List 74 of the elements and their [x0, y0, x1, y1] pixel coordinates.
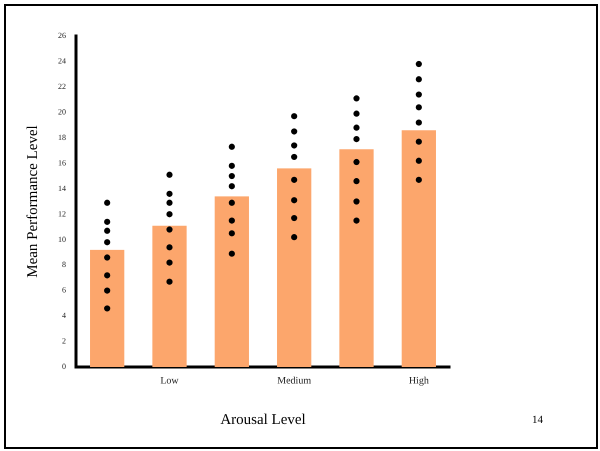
point: [416, 76, 422, 82]
bar: [152, 226, 187, 367]
point: [104, 218, 110, 225]
point: [228, 144, 235, 150]
y-tick-label: 2: [62, 336, 66, 346]
text: 14: [532, 414, 543, 426]
point: [291, 113, 298, 120]
point: [416, 104, 422, 110]
y-tick-label: 26: [58, 31, 66, 40]
x-tick-label: Medium: [277, 376, 312, 387]
point: [104, 228, 110, 234]
y-axis-title: Mean Performance Level: [24, 125, 41, 278]
point: [291, 234, 298, 240]
point: [228, 172, 235, 180]
point: [228, 200, 235, 206]
point: [416, 119, 422, 126]
point: [353, 198, 360, 205]
point: [228, 162, 235, 169]
point: [353, 158, 360, 166]
y-tick-label: 0: [62, 362, 66, 372]
x-tick-label: Low: [160, 376, 180, 387]
x-axis-title: Arousal Level: [220, 412, 306, 428]
y-tick-label: 22: [58, 82, 66, 92]
point: [228, 230, 235, 236]
point: [416, 60, 422, 68]
point: [228, 217, 235, 224]
point: [353, 95, 360, 102]
point: [353, 110, 360, 117]
point: [104, 288, 110, 294]
point: [166, 226, 173, 233]
point: [166, 278, 173, 285]
bar: [339, 149, 374, 367]
y-tick-label: 4: [62, 311, 66, 320]
point: [228, 183, 235, 190]
y-tick-label: 20: [58, 107, 66, 116]
point: [104, 200, 110, 206]
point: [228, 250, 235, 257]
point: [166, 211, 173, 218]
y-tick-label: 18: [58, 132, 66, 142]
point: [166, 200, 173, 206]
point: [416, 91, 422, 98]
point: [291, 214, 298, 222]
point: [291, 197, 298, 204]
point: [416, 138, 422, 145]
point: [104, 254, 110, 261]
bar: [277, 168, 312, 367]
point: [104, 239, 110, 246]
point: [291, 142, 298, 149]
y-tick-label: 24: [58, 56, 66, 66]
point: [291, 154, 298, 160]
point: [166, 244, 173, 250]
y-tick-label: 14: [58, 184, 66, 193]
point: [353, 124, 360, 131]
point: [353, 178, 360, 184]
bar: [90, 250, 124, 367]
point: [166, 190, 173, 197]
point: [353, 136, 360, 142]
y-tick-label: 6: [62, 286, 66, 295]
point: [416, 176, 422, 183]
point: [291, 128, 298, 135]
point: [353, 217, 360, 224]
point: [416, 158, 422, 164]
y-tick-label: 12: [58, 209, 66, 218]
point: [104, 305, 110, 312]
y-tick-label: 8: [62, 260, 66, 270]
point: [166, 172, 173, 178]
y-tick-label: 10: [58, 234, 66, 244]
point: [291, 176, 298, 183]
x-tick-label: High: [408, 376, 429, 387]
point: [166, 260, 173, 266]
y-tick-label: 16: [58, 158, 66, 168]
point: [104, 272, 110, 278]
bar: [402, 130, 436, 367]
bar: [214, 196, 249, 367]
